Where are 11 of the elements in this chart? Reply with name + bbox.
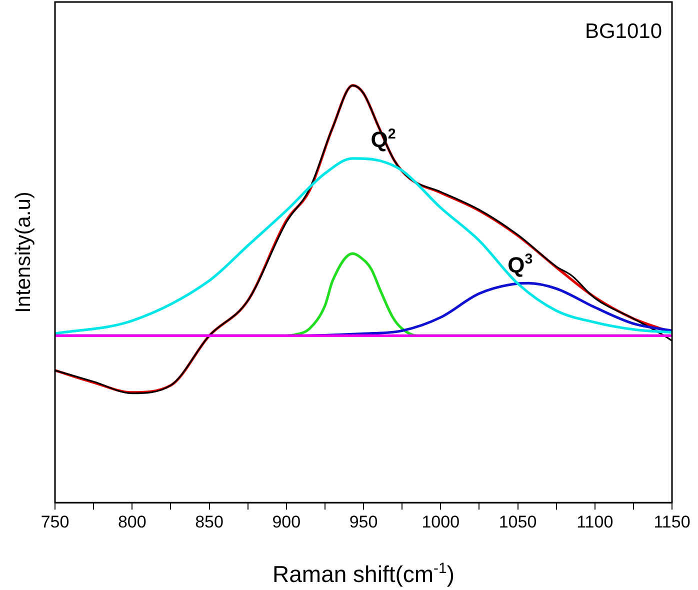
x-tick-label: 900 xyxy=(272,512,301,532)
x-tick-label: 750 xyxy=(40,512,70,532)
y-axis-title: Intensity(a.u) xyxy=(12,192,35,313)
x-tick-label: 950 xyxy=(349,512,378,532)
x-tick-label: 850 xyxy=(195,512,224,532)
x-tick-label: 1150 xyxy=(654,512,690,532)
x-tick-label: 1100 xyxy=(576,512,614,532)
x-tick-label: 800 xyxy=(118,512,146,532)
x-tick-label: 1050 xyxy=(498,512,537,532)
chart-title: BG1010 xyxy=(584,20,662,43)
x-tick-label: 1000 xyxy=(422,512,460,532)
